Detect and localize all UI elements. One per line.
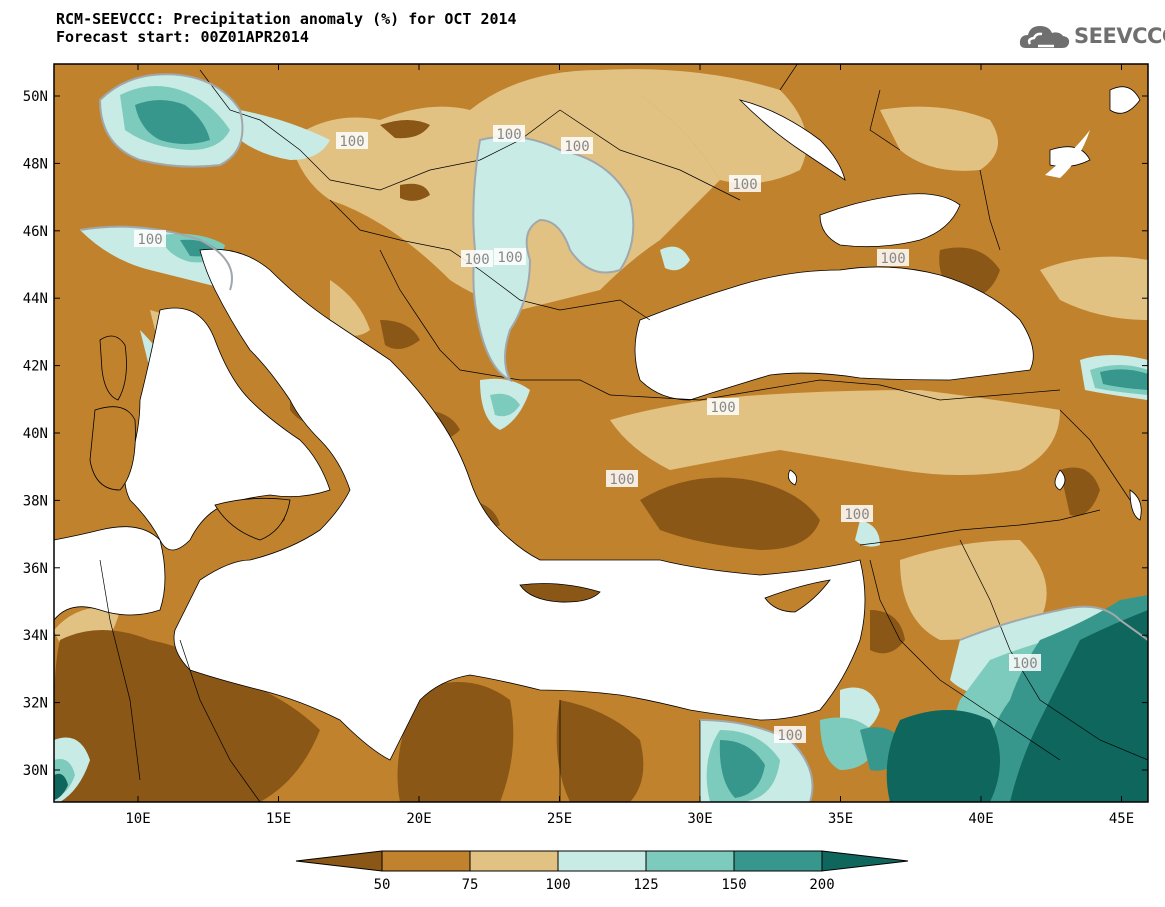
lat-tick-label: 30N — [23, 763, 48, 779]
lon-tick-label: 45E — [1109, 811, 1134, 827]
lat-tick-label: 38N — [23, 493, 48, 509]
legend-arrow-high — [821, 850, 909, 872]
longitude-axis: 10E 15E 20E 25E 30E 35E 40E 45E — [125, 64, 1134, 827]
legend-label: 125 — [633, 877, 658, 893]
contour-label: 100 — [137, 232, 162, 248]
lon-tick-label: 15E — [266, 811, 291, 827]
legend-arrow-low — [295, 850, 383, 872]
lon-tick-label: 10E — [125, 811, 150, 827]
lat-tick-label: 36N — [23, 561, 48, 577]
legend-swatch — [381, 850, 471, 872]
lake-patch — [1045, 130, 1090, 178]
contour-label: 100 — [880, 251, 905, 267]
contour-label-bg — [336, 132, 368, 149]
contour-label-bg — [707, 398, 739, 415]
islands — [89, 335, 831, 613]
lon-tick-label: 35E — [828, 811, 853, 827]
latitude-axis: 50N 48N 46N 44N 42N 40N 38N 36N 34N 32N 30N — [23, 89, 1148, 779]
sardinia — [89, 406, 136, 491]
forecast-start: Forecast start: 00Z01APR2014 — [56, 28, 309, 46]
lat-tick-label: 46N — [23, 224, 48, 240]
seevccc-logo: SEEVCCC — [1018, 20, 1165, 54]
contour-label-bg — [461, 250, 493, 267]
lat-tick-label: 44N — [23, 291, 48, 307]
legend-label: 50 — [374, 877, 391, 893]
contour-labels: 100 100 100 100 100 100 100 100 100 100 100 100 100 — [134, 125, 1041, 744]
lat-tick-label: 34N — [23, 628, 48, 644]
map-title: RCM-SEEVCCC: Precipitation anomaly (%) f… — [56, 10, 517, 28]
contour-label: 100 — [1012, 656, 1037, 672]
logo-text: SEEVCCC — [1074, 24, 1165, 48]
mediterranean-sea — [173, 248, 866, 761]
contour-label-bg — [606, 470, 638, 487]
contour-label: 100 — [339, 134, 364, 150]
legend-swatch — [645, 850, 735, 872]
lat-tick-label: 42N — [23, 359, 48, 375]
lon-tick-label: 30E — [687, 811, 712, 827]
contour-label: 100 — [497, 250, 522, 266]
contour-label-bg — [841, 505, 873, 522]
lon-tick-label: 25E — [547, 811, 572, 827]
legend-label: 75 — [462, 877, 479, 893]
contour-label: 100 — [844, 507, 869, 523]
contour-label: 100 — [609, 472, 634, 488]
cloud-icon — [1019, 26, 1070, 48]
contour-label-bg — [561, 137, 593, 154]
lat-tick-label: 40N — [23, 426, 48, 442]
contour-label-bg — [134, 230, 166, 247]
legend-label: 100 — [545, 877, 570, 893]
contour-label-bg — [774, 726, 806, 743]
contour-label-bg — [494, 248, 526, 265]
crete — [519, 583, 601, 603]
legend-swatch — [557, 850, 647, 872]
sea-of-azov — [819, 193, 961, 248]
corsica — [99, 335, 127, 401]
contour-label: 100 — [777, 728, 802, 744]
contour-label-bg — [729, 175, 761, 192]
contour-label: 100 — [564, 139, 589, 155]
cyprus — [764, 579, 831, 613]
contour-label: 100 — [732, 177, 757, 193]
lon-tick-label: 20E — [406, 811, 431, 827]
contour-label-bg — [877, 249, 909, 266]
lat-tick-label: 32N — [23, 696, 48, 712]
legend-label: 150 — [721, 877, 746, 893]
sicily — [214, 497, 291, 541]
contour-label-bg — [1009, 654, 1041, 671]
legend-swatch — [469, 850, 559, 872]
contour-label: 100 — [710, 400, 735, 416]
contour-label: 100 — [496, 127, 521, 143]
anomaly-above-200 — [54, 610, 1148, 802]
legend-swatch — [733, 850, 823, 872]
legend-label: 200 — [809, 877, 834, 893]
lon-tick-label: 40E — [968, 811, 993, 827]
contour-label: 100 — [464, 252, 489, 268]
colorbar-legend: 50 75 100 125 150 200 — [295, 850, 909, 893]
western-med — [54, 526, 166, 621]
lat-tick-label: 48N — [23, 156, 48, 172]
contour-label-bg — [493, 125, 525, 142]
sea-areas — [54, 86, 1142, 761]
lat-tick-label: 50N — [23, 89, 48, 105]
map-panel — [54, 64, 1148, 802]
